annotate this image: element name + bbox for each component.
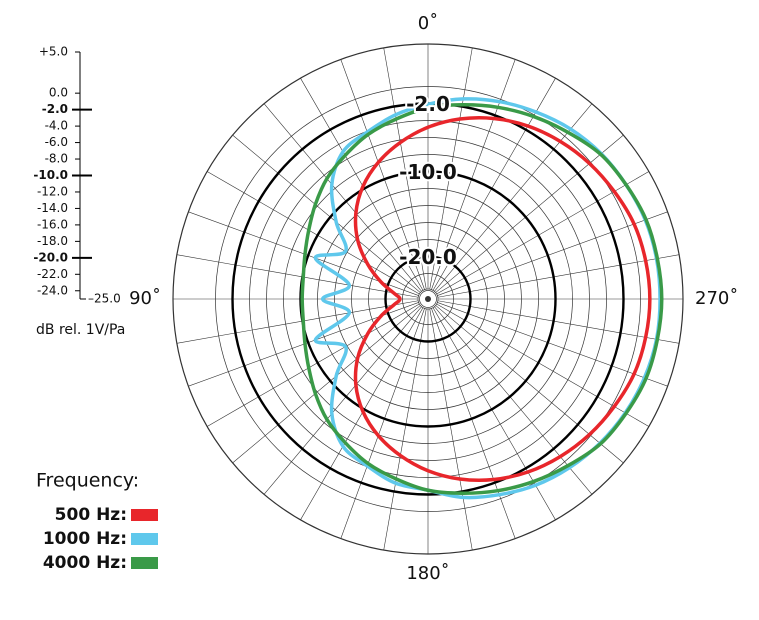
legend-label: 1000 Hz: bbox=[43, 529, 127, 549]
series-line bbox=[300, 103, 664, 495]
ring bbox=[419, 290, 437, 308]
spoke bbox=[263, 306, 422, 495]
ring bbox=[317, 188, 539, 410]
ring bbox=[172, 43, 684, 555]
spoke bbox=[340, 59, 425, 290]
spoke bbox=[232, 305, 421, 464]
scale-label: +5.0 bbox=[39, 45, 68, 59]
spoke bbox=[435, 305, 624, 464]
spoke bbox=[431, 59, 516, 290]
center-ring bbox=[417, 288, 439, 310]
spoke bbox=[232, 134, 421, 293]
spoke bbox=[176, 254, 419, 298]
angle-label: 270˚ bbox=[695, 288, 738, 309]
scale-label: -2.0 bbox=[42, 102, 68, 116]
spoke bbox=[437, 254, 680, 298]
spoke bbox=[429, 47, 473, 290]
ring bbox=[334, 205, 522, 393]
spoke bbox=[300, 78, 424, 291]
scale-label: -4.0 bbox=[45, 119, 68, 133]
spoke bbox=[300, 307, 424, 520]
legend-title: Frequency: bbox=[36, 470, 139, 492]
spoke bbox=[263, 103, 422, 292]
legend-label: 4000 Hz: bbox=[43, 553, 127, 573]
scale-label: -8.0 bbox=[45, 152, 68, 166]
y-axis-label: dB rel. 1V/Pa bbox=[36, 322, 125, 338]
ring bbox=[266, 137, 590, 461]
scale-label: -10.0 bbox=[33, 168, 68, 182]
major-ring bbox=[384, 255, 472, 343]
spoke bbox=[383, 308, 427, 551]
center-dot bbox=[425, 296, 431, 302]
angle-label: 180˚ bbox=[406, 563, 449, 584]
ring-label: -2.0 bbox=[406, 92, 450, 116]
spoke bbox=[431, 308, 516, 539]
scale-label: -16.0 bbox=[37, 217, 68, 231]
legend-swatch bbox=[131, 533, 158, 545]
spoke bbox=[429, 308, 473, 551]
scale-label: -6.0 bbox=[45, 135, 68, 149]
spoke bbox=[437, 211, 668, 296]
scale-label: -20.0 bbox=[33, 250, 68, 264]
spoke bbox=[437, 302, 668, 387]
ring bbox=[351, 222, 505, 376]
spoke bbox=[436, 303, 649, 427]
spoke bbox=[176, 300, 419, 344]
spoke bbox=[434, 103, 593, 292]
scale-label: 0.0 bbox=[49, 86, 68, 100]
spoke bbox=[207, 303, 420, 427]
series-line bbox=[353, 116, 652, 482]
legend-label: 500 Hz: bbox=[55, 505, 127, 525]
spoke bbox=[437, 300, 680, 344]
scale-label: –25.0 bbox=[88, 292, 121, 306]
spoke bbox=[207, 171, 420, 295]
ring bbox=[368, 239, 488, 359]
angle-label: 90˚ bbox=[129, 288, 161, 309]
legend-swatch bbox=[131, 557, 158, 569]
scale-label: -14.0 bbox=[37, 201, 68, 215]
scale-label: -22.0 bbox=[37, 267, 68, 281]
spoke bbox=[436, 171, 649, 295]
ring-label: -20.0 bbox=[399, 245, 457, 269]
scale-label: -12.0 bbox=[37, 184, 68, 198]
ring bbox=[249, 120, 607, 478]
spoke bbox=[432, 307, 556, 520]
spoke bbox=[434, 306, 593, 495]
spoke bbox=[340, 308, 425, 539]
ring bbox=[215, 86, 641, 512]
scale-label: -24.0 bbox=[37, 283, 68, 297]
spoke bbox=[435, 134, 624, 293]
angle-label: 0˚ bbox=[418, 13, 438, 34]
spoke bbox=[383, 47, 427, 290]
ring bbox=[402, 273, 454, 325]
legend-swatch bbox=[131, 509, 158, 521]
scale-label: -18.0 bbox=[37, 234, 68, 248]
ring-label: -10.0 bbox=[399, 160, 457, 184]
ring bbox=[283, 154, 573, 444]
